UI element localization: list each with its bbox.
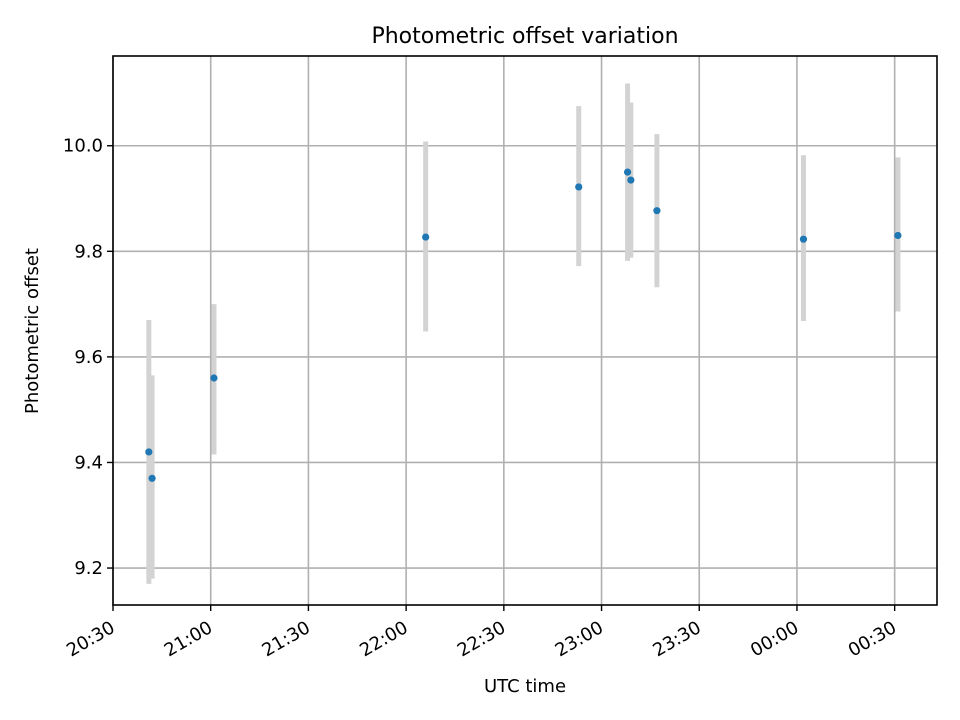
y-axis-label: Photometric offset	[22, 248, 43, 414]
y-tick-label: 9.8	[74, 241, 103, 262]
x-tick-label: 23:30	[649, 617, 704, 661]
chart-title: Photometric offset variation	[371, 24, 678, 49]
y-tick-label: 9.4	[74, 452, 103, 473]
data-point	[653, 207, 661, 215]
y-tick-label: 10.0	[63, 136, 103, 157]
grid-layer	[112, 56, 937, 605]
data-point-layer	[145, 168, 902, 482]
data-point	[627, 176, 635, 184]
x-tick-label: 23:00	[552, 617, 607, 661]
data-point	[210, 374, 218, 382]
y-tick-label: 9.6	[74, 347, 103, 368]
x-tick-label: 22:30	[454, 617, 509, 661]
x-tick-label: 21:30	[258, 617, 313, 661]
x-tick-label: 00:30	[845, 617, 900, 661]
data-point	[145, 448, 153, 456]
y-tick-label: 9.2	[74, 558, 103, 579]
data-point	[422, 233, 430, 241]
data-point	[623, 168, 632, 176]
x-tick-label: 20:30	[63, 617, 118, 661]
data-point	[799, 235, 808, 243]
data-point	[894, 231, 902, 240]
plot-frame	[112, 55, 938, 606]
data-point	[575, 183, 583, 191]
x-tick-label: 00:00	[747, 617, 802, 661]
y-axis-ticks: 9.2 9.4 9.6 9.8 10.0	[63, 136, 113, 579]
x-tick-label: 21:00	[161, 617, 216, 661]
error-bar-layer	[146, 83, 901, 584]
x-tick-label: 22:00	[356, 617, 411, 661]
x-axis-label: UTC time	[484, 676, 566, 697]
x-axis-ticks: 20:30 21:00 21:30 22:00 22:30 23:00 23:30 00:00…	[63, 605, 900, 661]
data-point	[148, 474, 156, 482]
